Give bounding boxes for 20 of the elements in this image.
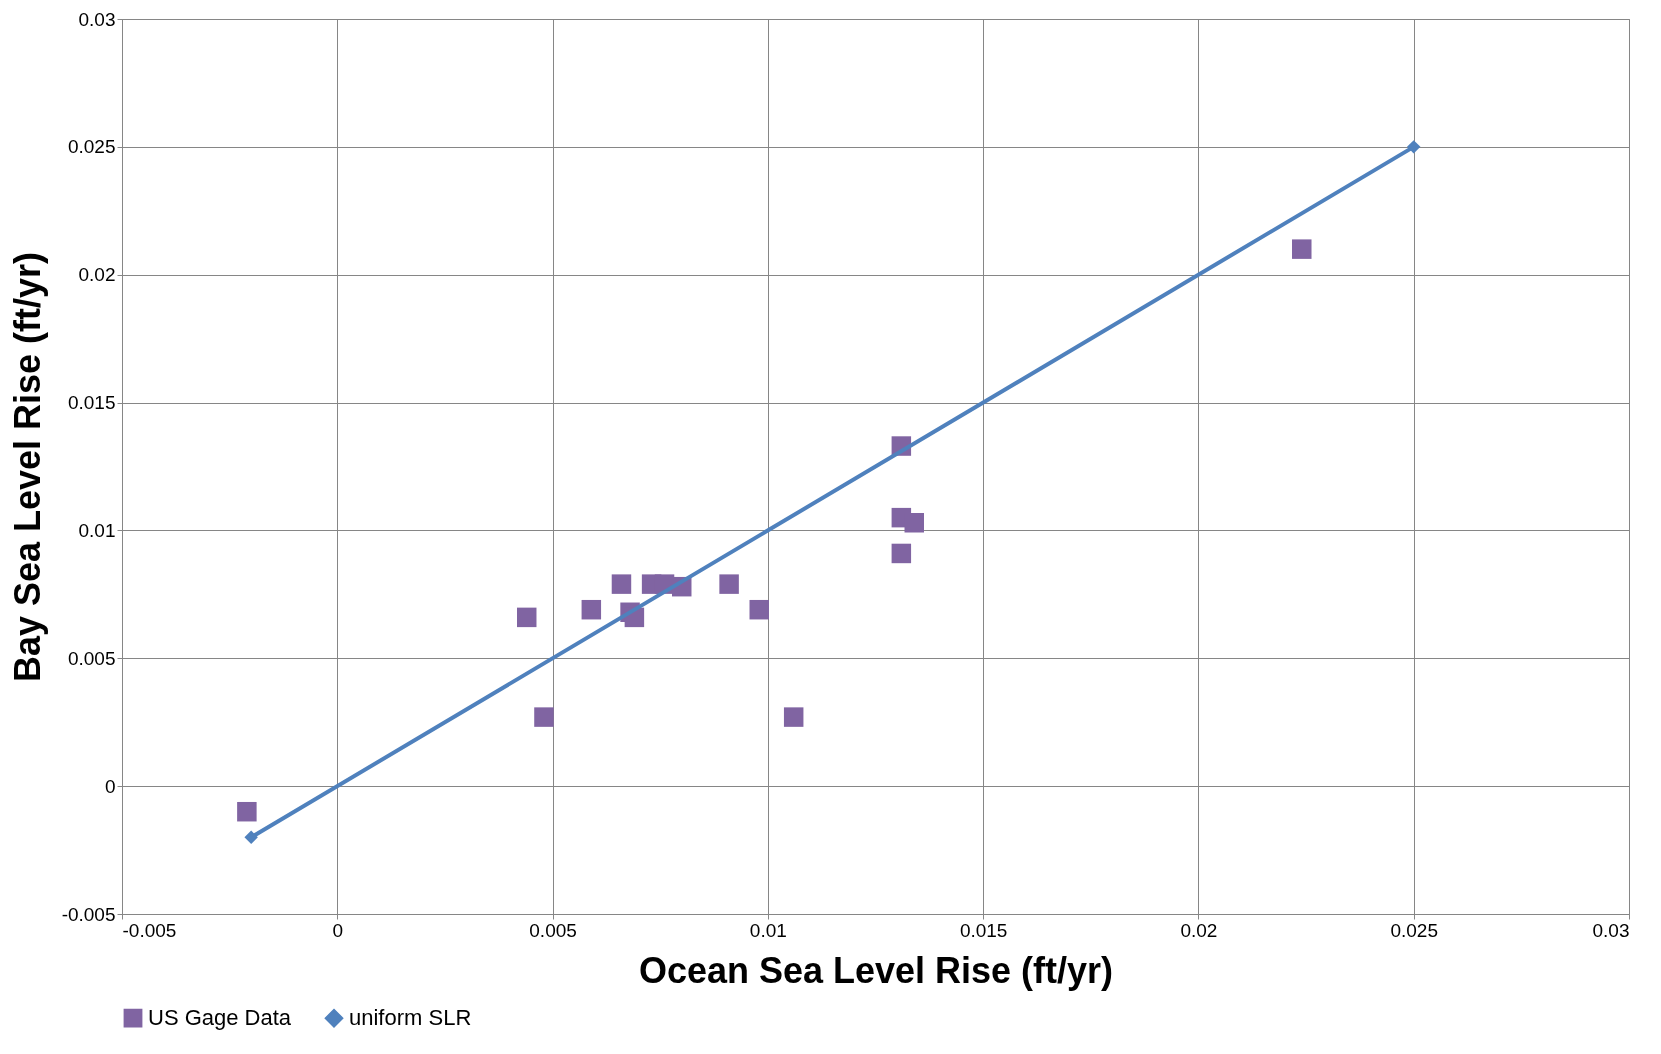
- x-tick-label: 0.025: [1390, 919, 1438, 941]
- y-tick-label: 0.015: [67, 392, 116, 414]
- x-tick-label: 0.005: [529, 919, 577, 941]
- legend-label: uniform SLR: [349, 1005, 472, 1031]
- y-axis-title: Bay Sea Level Rise (ft/yr): [6, 251, 48, 683]
- x-tick-label: 0: [332, 919, 344, 941]
- y-tick-label: 0.025: [67, 136, 116, 158]
- x-tick-label: 0.015: [959, 919, 1008, 941]
- x-tick-label: -0.005: [122, 919, 177, 941]
- y-tick-label: 0.02: [78, 264, 116, 286]
- y-tick-label: 0.005: [67, 647, 116, 669]
- x-axis-title: Ocean Sea Level Rise (ft/yr): [638, 949, 1114, 991]
- y-tick-label: 0.03: [78, 8, 116, 30]
- x-tick-label: 0.01: [749, 919, 787, 941]
- legend-label: US Gage Data: [148, 1005, 292, 1031]
- y-tick-label: 0: [104, 775, 116, 797]
- x-tick-label: 0.02: [1180, 919, 1218, 941]
- x-tick-label: 0.03: [1592, 919, 1630, 941]
- y-tick-label: 0.01: [78, 519, 116, 541]
- y-tick-label: -0.005: [61, 903, 116, 925]
